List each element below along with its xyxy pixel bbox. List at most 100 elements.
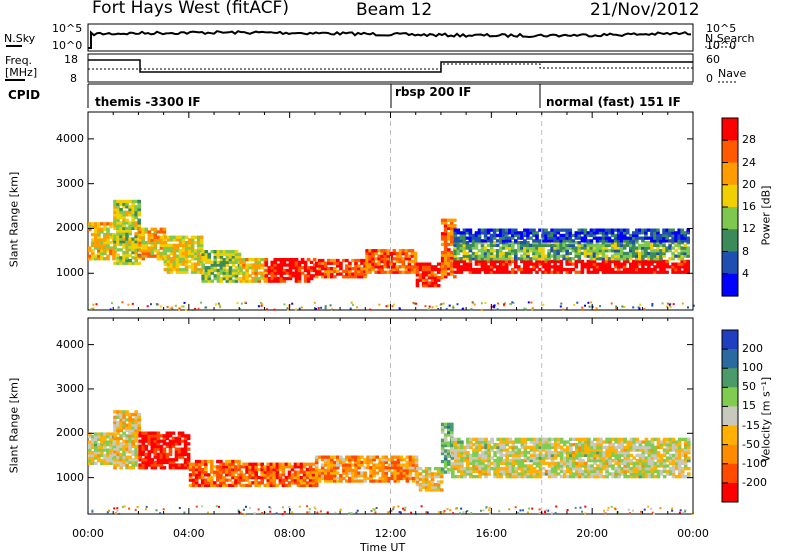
velocity-cell [342, 458, 346, 462]
power-cell [175, 262, 180, 266]
power-cell [398, 308, 401, 311]
velocity-cell [668, 443, 673, 447]
velocity-cell [647, 443, 652, 447]
power-cell [662, 233, 666, 238]
velocity-cell [405, 463, 410, 467]
power-cell [401, 249, 406, 253]
velocity-cell [216, 467, 220, 472]
velocity-cell [165, 434, 170, 438]
velocity-cell [288, 506, 291, 508]
velocity-cell [183, 466, 188, 470]
power-cell [150, 249, 155, 253]
velocity-cell [207, 475, 211, 480]
power-cell [138, 227, 142, 231]
power-cell [480, 239, 485, 243]
power-cell [242, 271, 246, 275]
power-cell [514, 262, 518, 266]
velocity-cell [263, 475, 268, 480]
power-cell [616, 259, 621, 264]
power-cell [333, 275, 337, 279]
power-cell [395, 259, 400, 264]
power-cell [465, 251, 470, 256]
power-cell [257, 263, 261, 267]
power-cell [483, 270, 488, 274]
power-cell [204, 268, 209, 273]
power-cell [357, 267, 361, 271]
velocity-cell [578, 472, 582, 476]
velocity-cell [314, 479, 319, 483]
velocity-cell [581, 472, 585, 476]
power-cell [495, 239, 500, 243]
power-cell [128, 226, 132, 230]
velocity-cell [421, 469, 426, 473]
velocity-cell [144, 431, 149, 435]
power-cell [291, 263, 296, 267]
velocity-cell [153, 452, 158, 457]
velocity-cell [662, 440, 667, 444]
power-cell [213, 252, 218, 256]
velocity-cell [296, 465, 301, 469]
velocity-cell [345, 479, 349, 483]
velocity-cell [605, 451, 609, 455]
velocity-cell [629, 440, 634, 444]
power-cell [529, 259, 533, 264]
power-cell [541, 251, 545, 256]
power-cell [201, 263, 205, 267]
velocity-cell [119, 428, 123, 433]
power-cell [629, 262, 633, 266]
velocity-cell [674, 440, 679, 444]
power-cell [141, 238, 145, 242]
power-cell [443, 229, 448, 233]
power-cell [583, 239, 588, 243]
velocity-cell [499, 456, 503, 460]
power-cell [544, 231, 548, 235]
power-cell [193, 270, 198, 274]
power-cell [442, 302, 445, 305]
velocity-cell [194, 483, 199, 488]
power-cell [501, 262, 506, 266]
velocity-cell [257, 508, 260, 511]
velocity-cell [153, 447, 158, 451]
power-cell [586, 241, 591, 245]
power-cell [629, 233, 633, 238]
power-cell [181, 246, 186, 250]
velocity-cell [472, 464, 476, 468]
power-cell [213, 276, 218, 281]
power-cell [147, 246, 152, 250]
velocity-cell [334, 511, 337, 514]
velocity-cell [562, 475, 567, 479]
power-cell [440, 258, 445, 263]
velocity-cell [269, 507, 272, 510]
velocity-cell [611, 443, 615, 447]
velocity-cell [414, 455, 419, 459]
power-cell [583, 254, 588, 258]
power-cell [480, 243, 485, 247]
velocity-cell [131, 463, 135, 467]
power-cell [635, 228, 639, 232]
velocity-cell [671, 469, 676, 473]
velocity-cell [611, 464, 615, 468]
power-cell [436, 262, 441, 266]
velocity-cell [372, 466, 376, 470]
velocity-cell [171, 460, 176, 465]
velocity-cell [523, 459, 528, 463]
power-cell [377, 267, 381, 272]
power-cell [242, 260, 246, 264]
velocity-cell [454, 464, 458, 468]
velocity-cell [562, 464, 567, 468]
velocity-cell [572, 451, 576, 455]
velocity-cell [399, 474, 404, 478]
power-cell [541, 233, 545, 238]
velocity-cell [251, 481, 255, 485]
velocity-cell [538, 467, 543, 471]
velocity-cell [141, 463, 145, 467]
power-cell [526, 228, 530, 232]
velocity-cell [523, 467, 528, 471]
power-cell [604, 228, 609, 232]
power-cell [134, 240, 138, 244]
power-cell [559, 262, 563, 266]
power-cell [125, 256, 129, 260]
power-cell [163, 241, 168, 245]
velocity-cell [547, 461, 552, 465]
power-cell [619, 228, 624, 232]
